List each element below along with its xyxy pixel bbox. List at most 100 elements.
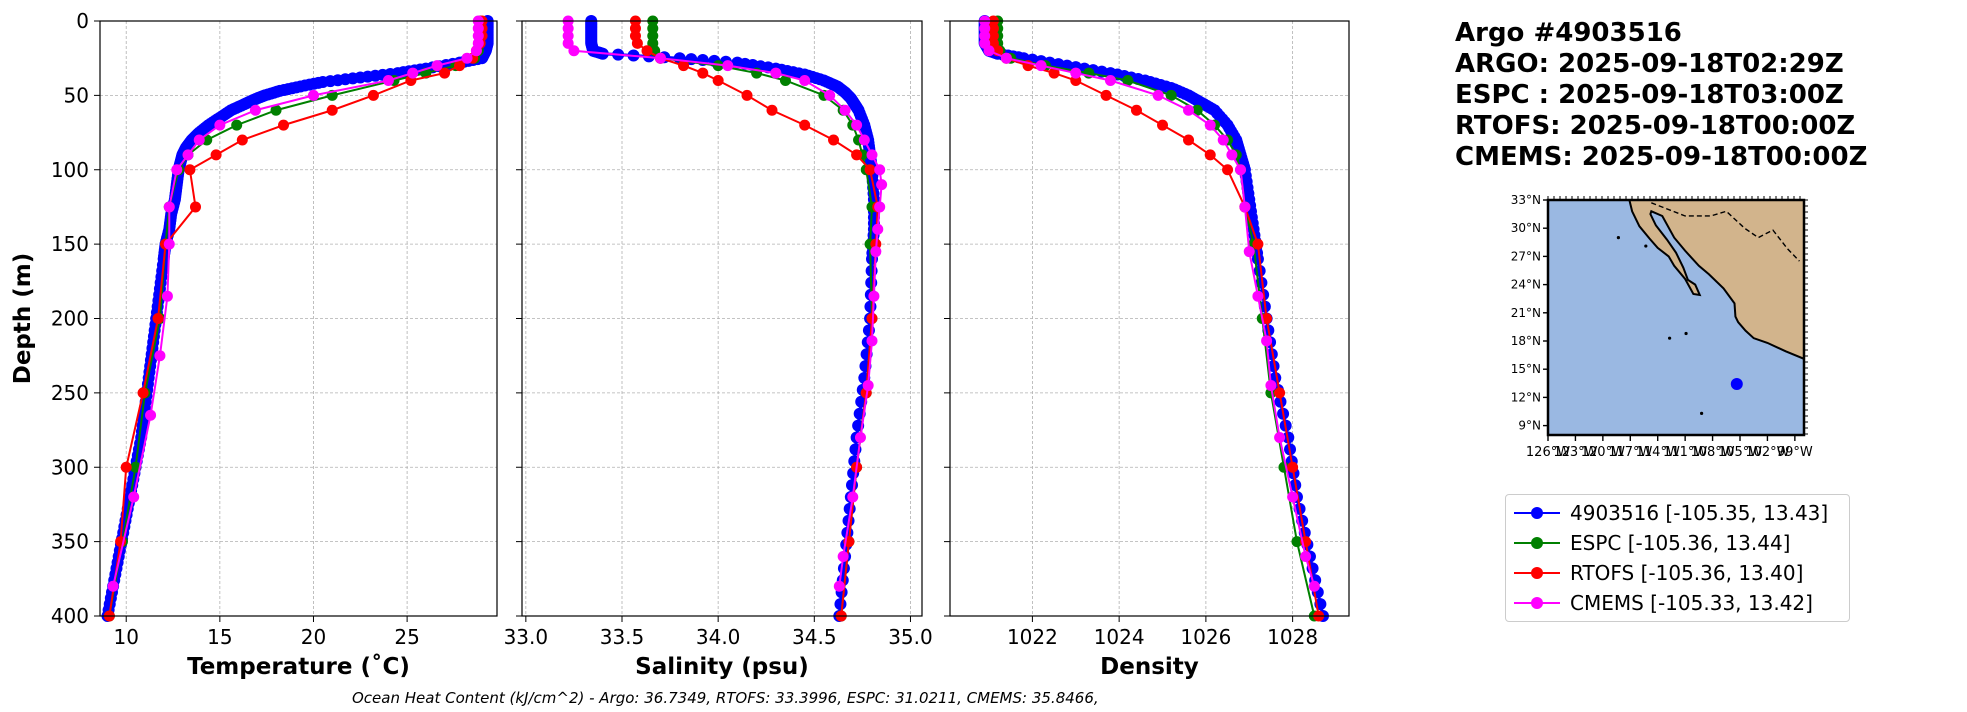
data-point-espc — [1191, 104, 1203, 116]
y-tick-label: 250 — [51, 381, 89, 405]
data-point-cmems — [171, 164, 183, 176]
y-tick-label: 300 — [51, 455, 89, 479]
data-point-cmems — [382, 75, 394, 86]
map-lon-label: 102°W — [1745, 445, 1789, 460]
legend-swatch-cmems — [1510, 588, 1564, 618]
data-point-cmems — [824, 89, 836, 101]
data-point-cmems — [1300, 551, 1312, 562]
data-point-cmems — [1204, 119, 1216, 131]
legend-entry: RTOFS [-105.36, 13.40] — [1506, 558, 1849, 588]
legend-label: RTOFS [-105.36, 13.40] — [1570, 561, 1804, 585]
data-point-cmems — [154, 350, 166, 362]
data-point-rtofs — [766, 104, 778, 116]
x-tick-label: 25 — [394, 625, 419, 649]
data-point-cmems — [1265, 379, 1277, 391]
data-point-cmems — [1239, 201, 1251, 213]
data-point-rtofs — [1274, 387, 1286, 399]
legend-label: ESPC [-105.36, 13.44] — [1570, 531, 1791, 555]
data-point-cmems — [799, 75, 811, 86]
map-lat-label: 24°N — [1511, 278, 1541, 292]
map-lon-label: 108°W — [1690, 445, 1734, 460]
data-point-4903516 — [837, 562, 850, 575]
profile-panel-1: 10 15 20 25050100150200250300350400Temperat… — [10, 9, 498, 680]
data-point-cmems — [722, 60, 734, 72]
legend-swatch-argo — [1510, 498, 1564, 528]
island — [1684, 331, 1688, 336]
data-point-cmems — [876, 179, 888, 191]
espc-time: ESPC : 2025-09-18T03:00Z — [1455, 80, 1844, 110]
data-point-rtofs — [741, 89, 753, 101]
data-point-cmems — [1274, 432, 1286, 443]
x-tick-label: 34.0 — [696, 625, 741, 649]
data-point-rtofs — [184, 164, 196, 176]
data-point-cmems — [128, 491, 140, 503]
data-point-rtofs — [1204, 149, 1216, 161]
map-lat-label: 33°N — [1511, 193, 1541, 207]
legend-entry: CMEMS [-105.33, 13.42] — [1506, 588, 1849, 618]
map-lon-label: 120°W — [1581, 445, 1625, 460]
data-point-4903516 — [834, 598, 847, 611]
map-lon-label: 123°W — [1553, 445, 1597, 460]
data-point-rtofs — [190, 201, 202, 213]
data-point-rtofs — [712, 75, 724, 86]
x-tick-label: 15 — [207, 625, 232, 649]
map-lat-label: 9°N — [1518, 419, 1541, 433]
data-point-cmems — [1287, 491, 1299, 503]
y-tick-label: 0 — [76, 9, 89, 33]
data-point-cmems — [145, 409, 157, 421]
ocean-heat-content-caption: Ocean Heat Content (kJ/cm^2) - Argo: 36.… — [352, 689, 1099, 707]
y-tick-label: 100 — [51, 158, 89, 182]
map-lon-label: 111°W — [1663, 445, 1707, 460]
data-point-cmems — [866, 149, 878, 161]
profile-info: Argo #4903516 ARGO: 2025-09-18T02:29Z ES… — [1455, 18, 1867, 173]
data-point-cmems — [1000, 52, 1012, 64]
inset-map: 33°N 30°N 27°N 24°N 21°N 18°N 15°N 12°N 9°N 126°W… — [1511, 193, 1813, 460]
data-point-rtofs — [697, 67, 709, 79]
data-point-cmems — [562, 37, 574, 49]
legend: 4903516 [-105.35, 13.43] ESPC [-105.36, … — [1505, 494, 1850, 622]
data-point-rtofs — [210, 149, 222, 161]
x-tick-label: 34.5 — [792, 625, 837, 649]
data-point-cmems — [1070, 67, 1082, 79]
data-point-rtofs — [1222, 164, 1234, 176]
data-point-rtofs — [439, 67, 451, 79]
series-group — [978, 15, 1329, 622]
legend-entry: 4903516 [-105.35, 13.43] — [1506, 498, 1849, 528]
y-tick-label: 50 — [64, 83, 89, 107]
map-lat-label: 15°N — [1511, 362, 1541, 376]
data-point-espc — [712, 60, 724, 72]
data-point-rtofs — [851, 149, 863, 161]
map-lat-label: 12°N — [1511, 390, 1541, 404]
data-point-espc — [1291, 536, 1303, 548]
data-point-rtofs — [120, 461, 132, 473]
float-title: Argo #4903516 — [1455, 18, 1682, 48]
data-point-rtofs — [631, 37, 643, 49]
data-point-cmems — [1261, 335, 1273, 347]
island — [1644, 244, 1648, 248]
data-point-cmems — [837, 551, 849, 562]
data-point-cmems — [983, 45, 995, 57]
data-point-4903516 — [1267, 360, 1280, 373]
x-axis-label: Density — [1100, 654, 1199, 680]
data-point-cmems — [874, 201, 886, 213]
map-lat-label: 27°N — [1511, 249, 1541, 263]
data-point-cmems — [1152, 89, 1164, 101]
y-tick-label: 400 — [51, 604, 89, 628]
data-point-cmems — [1217, 134, 1229, 146]
data-point-rtofs — [1183, 134, 1195, 146]
map-lat-label: 30°N — [1511, 221, 1541, 235]
data-point-cmems — [1226, 149, 1238, 161]
y-tick-label: 200 — [51, 307, 89, 331]
data-point-rtofs — [1252, 238, 1264, 250]
data-point-cmems — [107, 580, 119, 592]
data-point-espc — [1165, 89, 1177, 101]
data-point-cmems — [214, 119, 226, 131]
data-point-cmems — [868, 290, 880, 302]
data-point-rtofs — [236, 134, 248, 146]
country-border — [1651, 202, 1800, 262]
data-point-cmems — [851, 119, 863, 131]
map-lat-label: 21°N — [1511, 306, 1541, 320]
data-point-cmems — [461, 52, 473, 64]
data-point-cmems — [1252, 290, 1264, 302]
